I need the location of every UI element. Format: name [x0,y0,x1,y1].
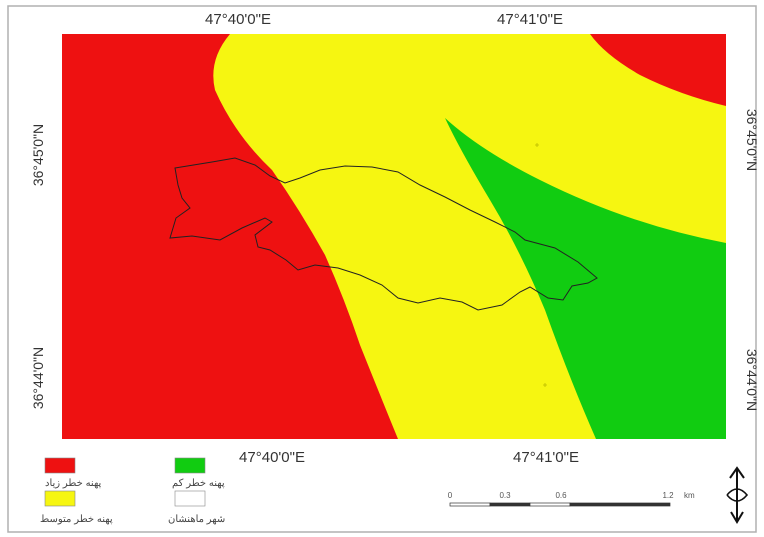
legend-swatch-city [174,490,206,507]
scale-tick-1: 0.3 [499,491,511,500]
scale-segment [569,502,671,507]
marker-plus [543,383,547,387]
scale-segment [449,502,491,507]
zone-high-risk-northeast [590,34,726,106]
city-boundary [169,157,598,311]
top-label-1: 47°40'0"E [205,11,271,28]
legend-swatch-low [174,457,206,474]
bottom-label-1: 47°40'0"E [239,449,305,466]
scale-bar: 0 0.3 0.6 1.2 km [448,491,695,507]
scale-tick-3: 1.2 [662,491,674,500]
scale-tick-2: 0.6 [555,491,567,500]
zone-low-risk [445,118,726,439]
outer-frame [7,5,757,533]
top-label-2: 47°41'0"E [497,11,563,28]
left-label-2: 36°44'0"N [30,347,46,409]
scale-segment [489,502,531,507]
scale-tick-0: 0 [448,491,453,500]
north-arrow-icon [726,466,749,524]
scale-unit: km [684,491,695,500]
map-area [62,34,726,439]
legend-label-medium: پهنه خطر متوسط [40,514,113,525]
bottom-label-2: 47°41'0"E [513,449,579,466]
legend: پهنه خطر زیاد پهنه خطر کم پهنه خطر متوسط… [40,457,225,525]
legend-label-high: پهنه خطر زیاد [45,478,102,489]
legend-swatch-medium [44,490,76,507]
legend-label-low: پهنه خطر کم [172,478,225,489]
right-label-2: 36°44'0"N [744,349,760,411]
legend-label-city: شهر ماهنشان [168,514,225,525]
marker-plus [535,143,539,147]
left-label-1: 36°45'0"N [30,124,46,186]
zone-high-risk-west [62,34,398,439]
legend-swatch-high [44,457,76,474]
right-label-1: 36°45'0"N [744,109,760,171]
scale-segment [529,502,571,507]
